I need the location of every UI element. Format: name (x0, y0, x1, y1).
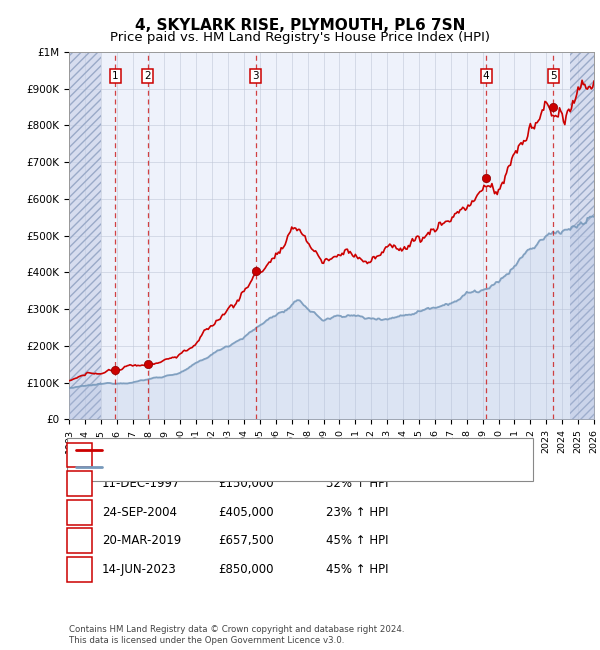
Text: 4: 4 (483, 71, 490, 81)
Text: 23% ↑ HPI: 23% ↑ HPI (326, 506, 388, 519)
Text: 24-SEP-2004: 24-SEP-2004 (102, 506, 177, 519)
Text: Contains HM Land Registry data © Crown copyright and database right 2024.
This d: Contains HM Land Registry data © Crown c… (69, 625, 404, 645)
Text: £850,000: £850,000 (218, 563, 274, 576)
Text: 4: 4 (76, 534, 83, 547)
Text: 45% ↑ HPI: 45% ↑ HPI (326, 563, 388, 576)
Text: 1: 1 (76, 448, 83, 461)
Text: 45% ↑ HPI: 45% ↑ HPI (326, 534, 388, 547)
Bar (69, 52, 101, 419)
Text: £150,000: £150,000 (218, 477, 274, 490)
Text: 5: 5 (550, 71, 557, 81)
Text: 4, SKYLARK RISE, PLYMOUTH, PL6 7SN (detached house): 4, SKYLARK RISE, PLYMOUTH, PL6 7SN (deta… (106, 445, 415, 456)
Text: 2: 2 (76, 477, 83, 490)
Text: 1: 1 (112, 71, 119, 81)
Text: HPI: Average price, detached house, South Hams: HPI: Average price, detached house, Sout… (106, 462, 375, 472)
Text: 20-MAR-2019: 20-MAR-2019 (102, 534, 181, 547)
Bar (69, 52, 101, 419)
Text: £405,000: £405,000 (218, 506, 274, 519)
Text: 4, SKYLARK RISE, PLYMOUTH, PL6 7SN: 4, SKYLARK RISE, PLYMOUTH, PL6 7SN (135, 18, 465, 33)
Text: 2: 2 (144, 71, 151, 81)
Text: Price paid vs. HM Land Registry's House Price Index (HPI): Price paid vs. HM Land Registry's House … (110, 31, 490, 44)
Text: 28-NOV-1995: 28-NOV-1995 (102, 448, 181, 461)
Text: 42% ↑ HPI: 42% ↑ HPI (326, 448, 388, 461)
Text: £657,500: £657,500 (218, 534, 274, 547)
Text: £135,000: £135,000 (218, 448, 274, 461)
Text: 3: 3 (76, 506, 83, 519)
Text: 11-DEC-1997: 11-DEC-1997 (102, 477, 181, 490)
Bar (570, 52, 594, 419)
Text: 5: 5 (76, 563, 83, 576)
Text: 3: 3 (253, 71, 259, 81)
Text: 32% ↑ HPI: 32% ↑ HPI (326, 477, 388, 490)
Bar (570, 52, 594, 419)
Text: 14-JUN-2023: 14-JUN-2023 (102, 563, 177, 576)
